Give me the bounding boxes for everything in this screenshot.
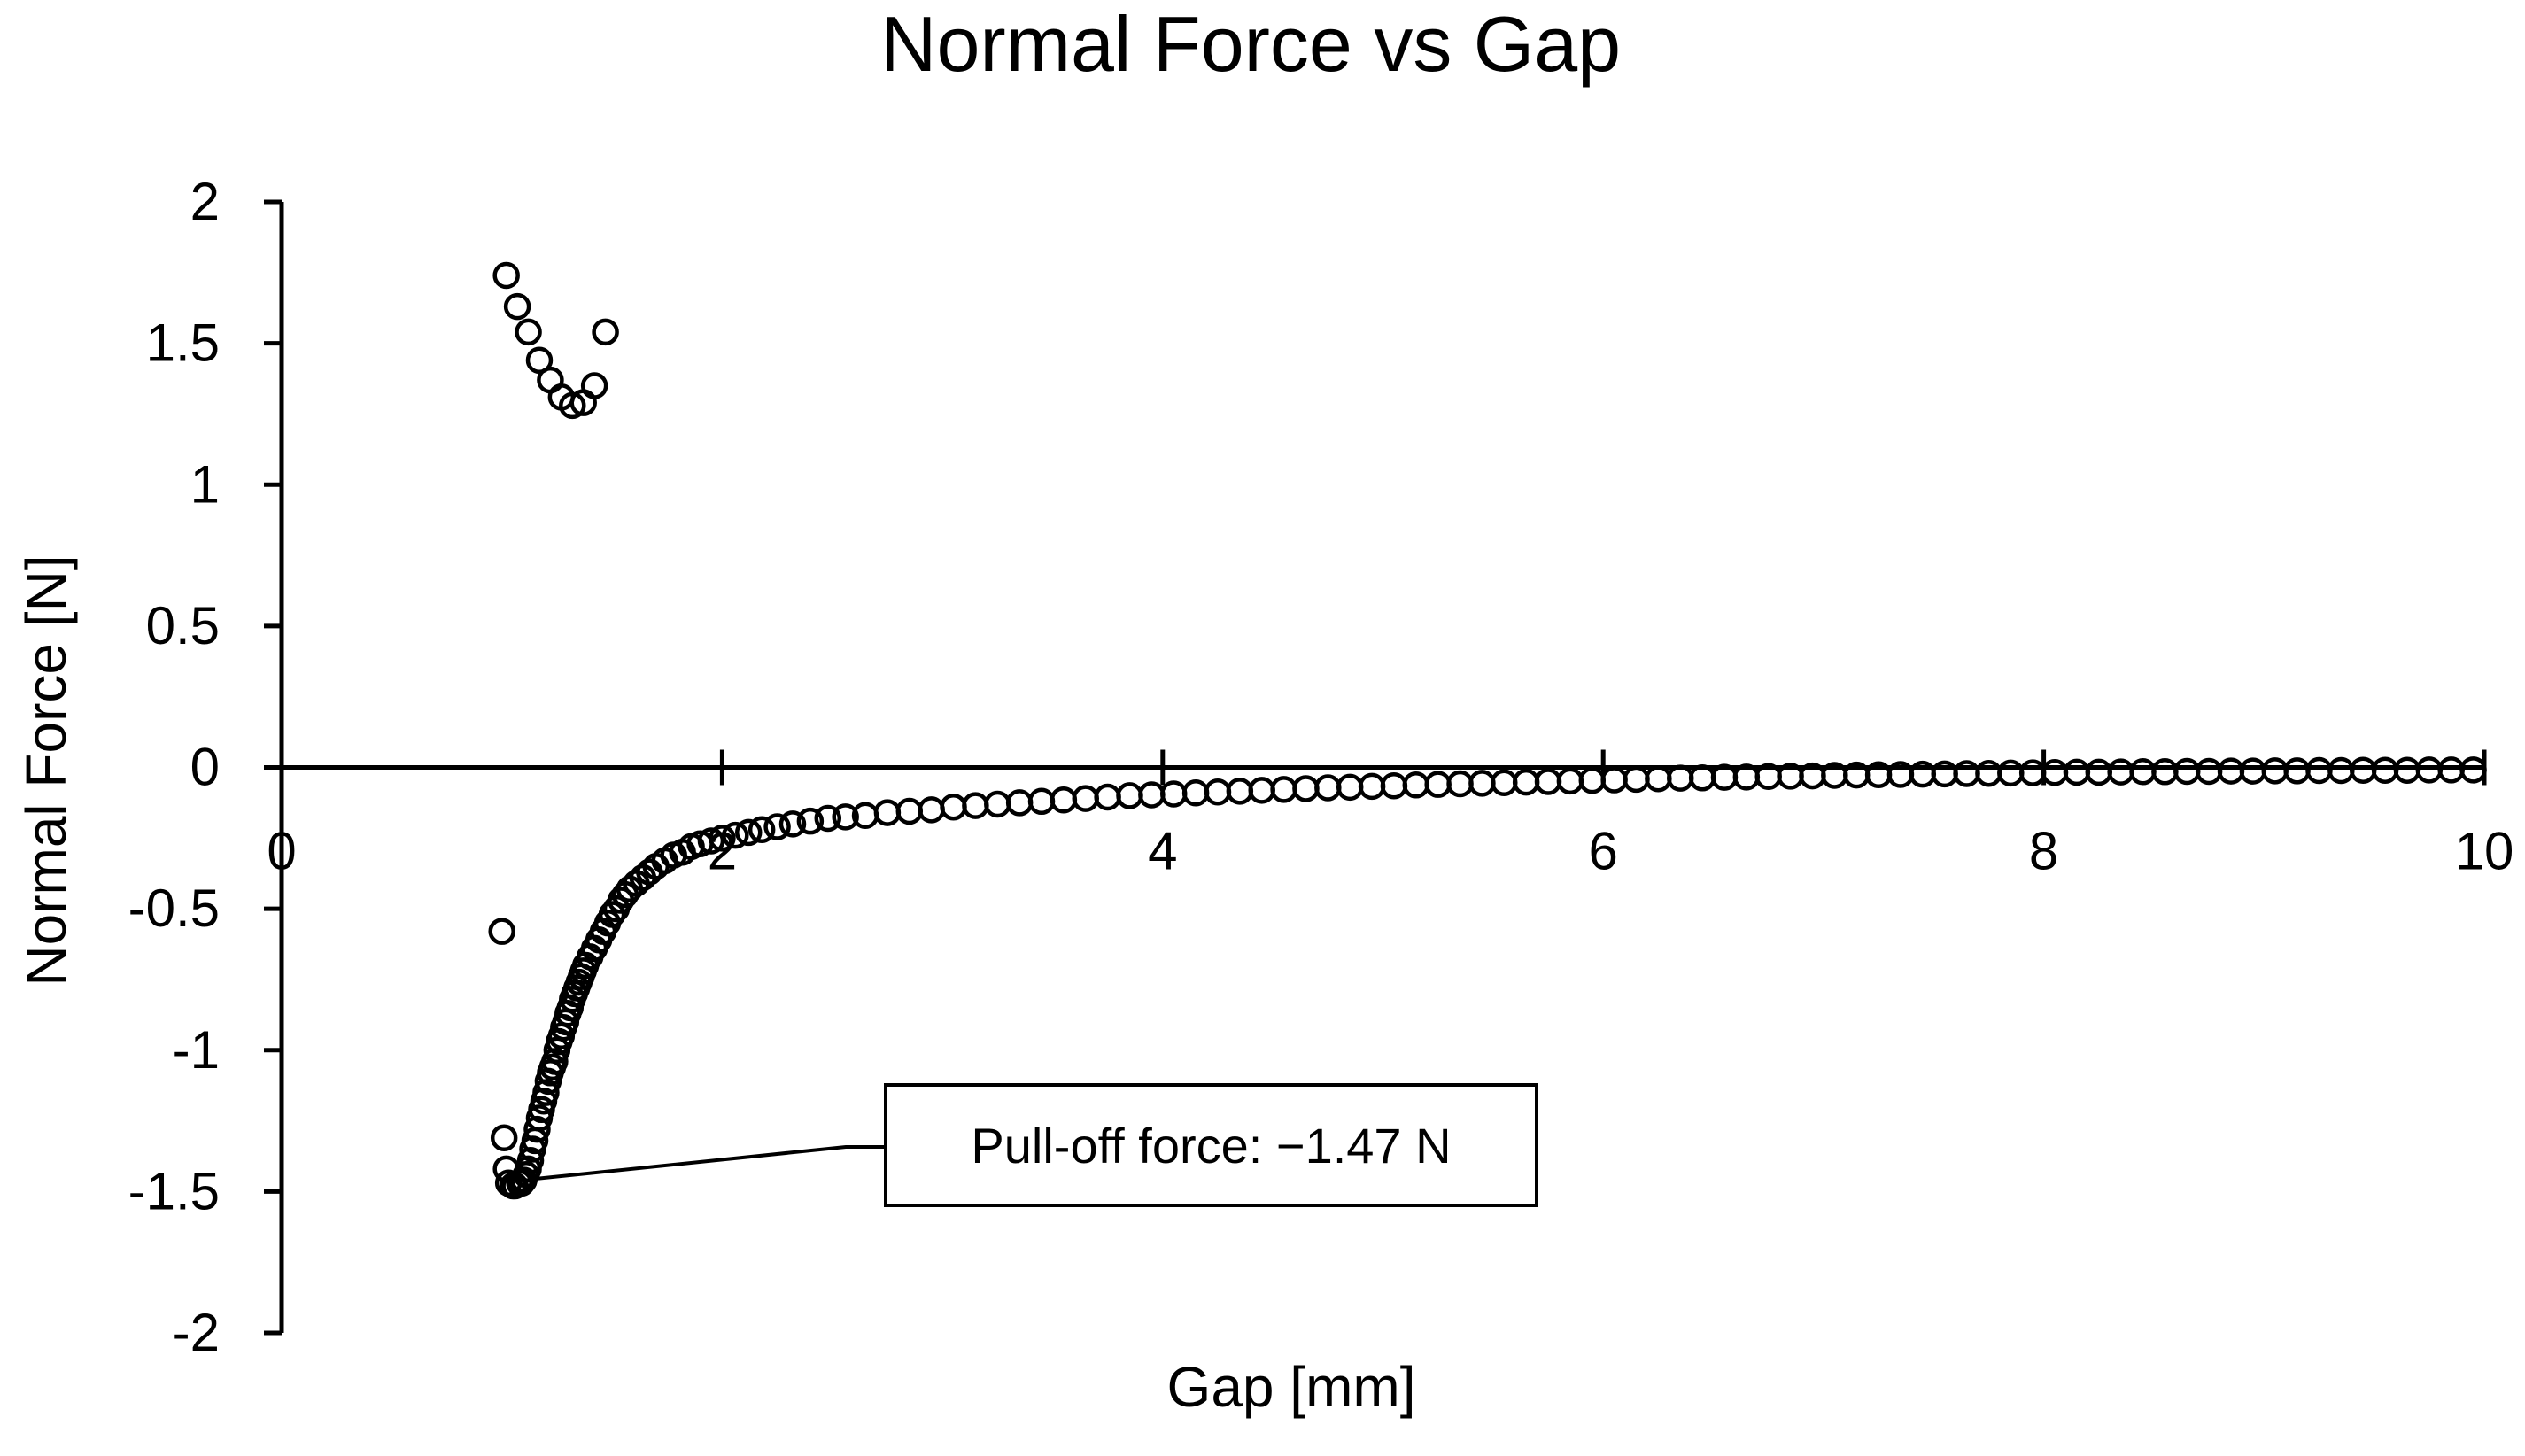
data-point	[525, 346, 554, 375]
y-tick-label: 1	[190, 454, 220, 514]
pull-off-annotation: Pull-off force: −1.47 N	[528, 1083, 1538, 1207]
x-tick-label: 4	[1148, 822, 1177, 881]
y-tick-label: 2	[190, 172, 220, 231]
data-point	[814, 804, 842, 833]
y-tick-label: 0	[190, 738, 220, 797]
data-point	[559, 391, 586, 420]
annotation-box	[884, 1083, 1538, 1207]
data-point	[503, 292, 531, 321]
data-point	[580, 372, 608, 399]
data-point	[763, 813, 791, 840]
annotation-callout-line	[528, 1145, 886, 1181]
y-tick-label: -0.5	[128, 879, 220, 938]
x-tick-label: 0	[267, 822, 296, 881]
x-axis-label: Gap [mm]	[1167, 1355, 1416, 1419]
chart-title: Normal Force vs Gap	[880, 0, 1621, 88]
y-tick-label: -1.5	[128, 1161, 220, 1220]
data-point	[722, 821, 749, 849]
data-point	[734, 818, 763, 847]
data-point	[796, 807, 825, 835]
x-tick-label: 10	[2455, 822, 2514, 881]
data-point	[516, 1147, 545, 1174]
data-point	[598, 901, 626, 928]
data-point	[592, 318, 619, 346]
data-point	[747, 816, 776, 843]
y-axis-label: Normal Force [N]	[14, 554, 78, 986]
data-point	[697, 827, 725, 855]
data-point	[832, 803, 859, 831]
data-point	[490, 1124, 518, 1151]
data-point	[515, 318, 542, 346]
data-point	[709, 825, 736, 852]
x-tick-label: 6	[1589, 822, 1618, 881]
data-point	[492, 261, 520, 290]
data-point	[541, 1048, 569, 1075]
data-point	[778, 810, 807, 838]
y-tick-label: -1	[173, 1020, 220, 1080]
data-point	[523, 1115, 551, 1143]
x-tick-label: 8	[2029, 822, 2058, 881]
data-point	[532, 1079, 560, 1106]
annotation-text: Pull-off force: −1.47 N	[971, 1118, 1451, 1173]
data-point	[2459, 756, 2487, 784]
data-points	[488, 261, 2487, 1200]
y-tick-label: 1.5	[146, 314, 220, 373]
y-tick-label: -2	[173, 1303, 220, 1362]
y-tick-label: 0.5	[146, 596, 220, 655]
tick-labels: 21.510.50-0.5-1-1.5-20 2 4 6 8 10	[128, 172, 2514, 1362]
data-point	[488, 918, 515, 945]
